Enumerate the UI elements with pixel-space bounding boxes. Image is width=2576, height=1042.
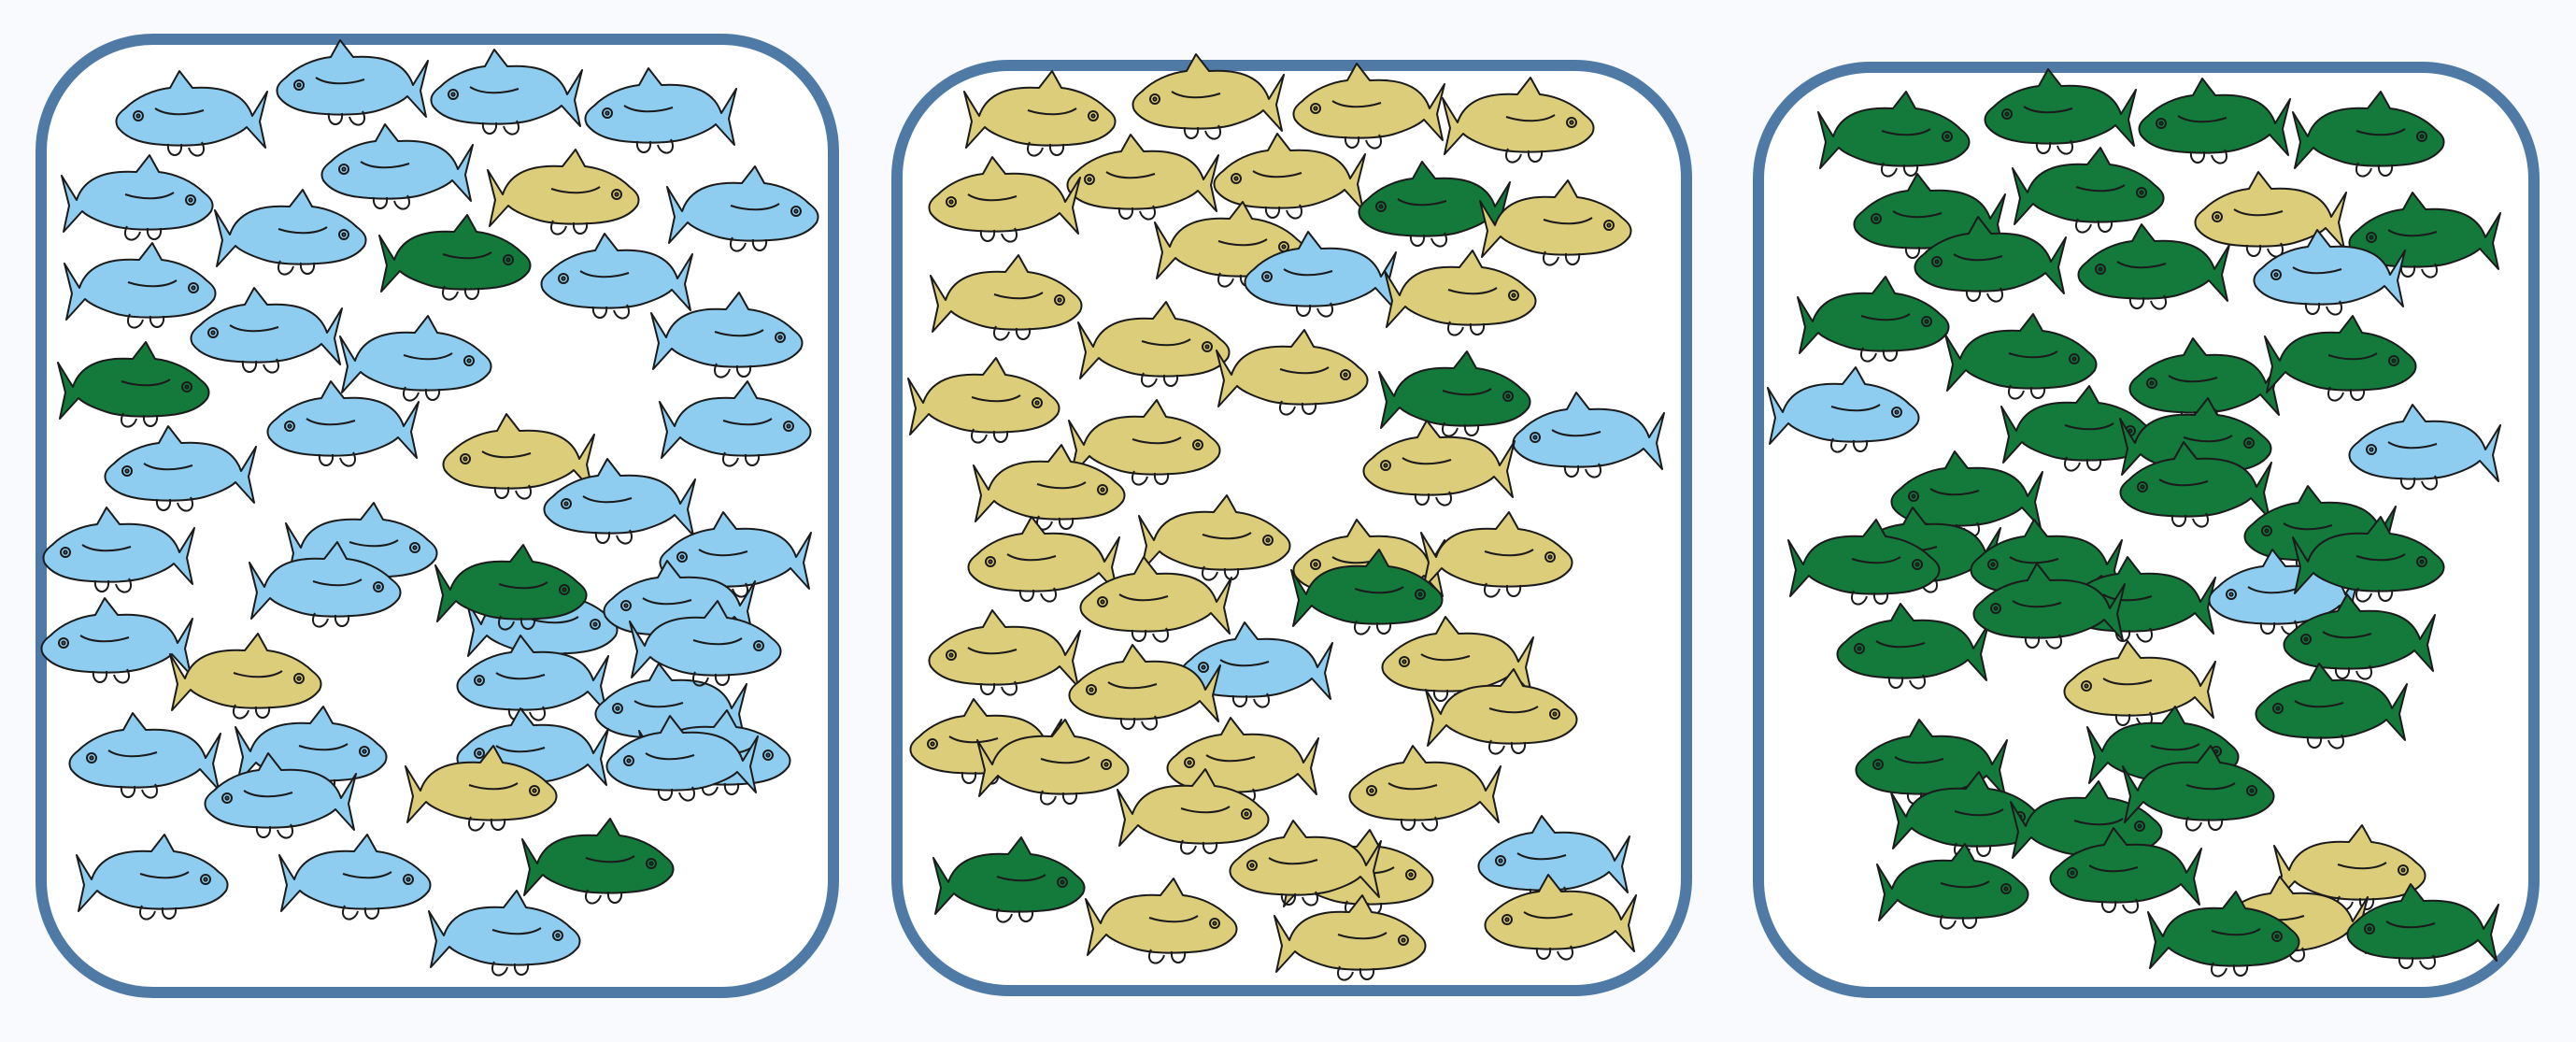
fish-tanks-illustration	[36, 34, 2540, 998]
